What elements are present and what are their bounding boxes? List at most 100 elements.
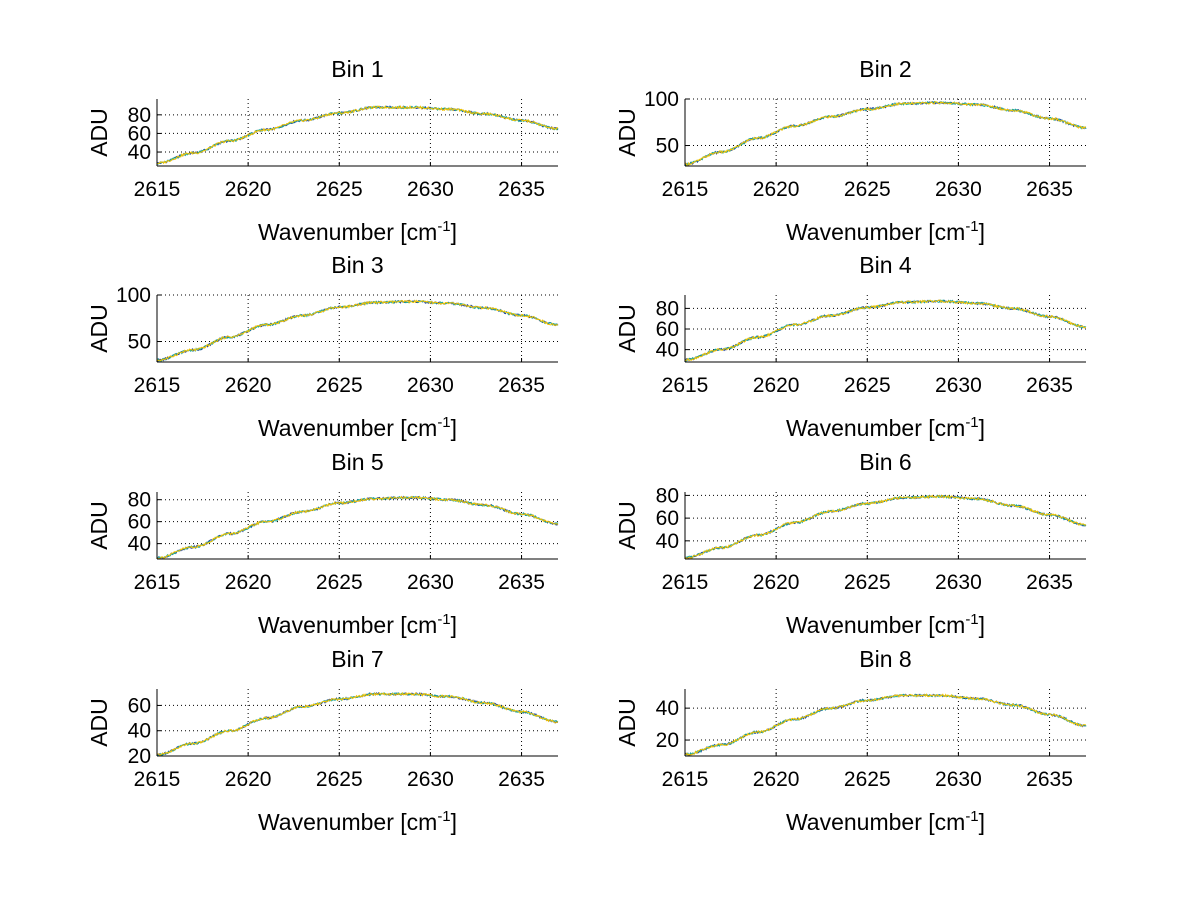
x-tick-label: 2635: [498, 178, 545, 201]
x-tick-label: 2615: [134, 768, 181, 791]
series-line-trace-1: [684, 494, 1086, 559]
x-tick-label: 2635: [1026, 571, 1073, 594]
x-tick-label: 2615: [662, 768, 709, 791]
series-line-trace-3: [156, 691, 559, 757]
y-tick-label: 20: [128, 745, 151, 768]
series-line-trace-2: [684, 494, 1087, 559]
subplot-bin-2: 2615 2620 2625 2630 2635 50 100 Bin 2 Wavenumber…: [614, 56, 1087, 245]
y-tick-label: 60: [656, 507, 679, 530]
series-line-trace-2: [684, 693, 1087, 756]
series-line-trace-3: [684, 494, 1087, 559]
x-tick-label: 2620: [225, 768, 272, 791]
subplot-title: Bin 7: [331, 646, 383, 672]
x-tick-label: 2625: [844, 571, 891, 594]
x-tick-label: 2635: [1026, 768, 1073, 791]
y-axis-label: ADU: [86, 108, 112, 157]
x-tick-label: 2630: [407, 178, 454, 201]
x-tick-label: 2635: [1026, 178, 1073, 201]
series-line-trace-3: [156, 495, 559, 560]
series-line-trace-3: [684, 299, 1087, 362]
x-tick-label: 2630: [407, 768, 454, 791]
y-tick-label: 40: [128, 533, 151, 556]
y-tick-label: 40: [128, 720, 151, 743]
y-tick-label: 60: [128, 122, 151, 145]
y-axis-label: ADU: [614, 501, 640, 550]
y-axis-label: ADU: [614, 304, 640, 353]
y-tick-label: 60: [128, 511, 151, 534]
y-tick-label: 80: [656, 297, 679, 320]
y-axis-label: ADU: [86, 304, 112, 353]
series-line-trace-2: [684, 100, 1087, 166]
x-tick-label: 2625: [316, 374, 363, 397]
x-axis-label: Wavenumber [cm-1]: [786, 808, 985, 835]
series-line-trace-1: [684, 101, 1087, 166]
x-tick-label: 2625: [316, 178, 363, 201]
x-tick-label: 2630: [935, 571, 982, 594]
x-tick-label: 2620: [753, 768, 800, 791]
x-tick-label: 2615: [662, 374, 709, 397]
series-line-trace-2: [156, 299, 559, 362]
y-axis-label: ADU: [86, 501, 112, 550]
series-line-trace-3: [684, 101, 1087, 166]
x-tick-label: 2635: [498, 571, 545, 594]
y-tick-label: 100: [644, 88, 679, 111]
x-tick-label: 2625: [844, 178, 891, 201]
y-tick-label: 40: [656, 530, 679, 553]
y-tick-label: 40: [656, 339, 679, 362]
x-tick-label: 2630: [935, 768, 982, 791]
y-tick-label: 50: [128, 331, 151, 354]
x-axis-label: Wavenumber [cm-1]: [786, 611, 985, 638]
subplot-title: Bin 3: [331, 252, 383, 278]
x-tick-label: 2620: [225, 571, 272, 594]
x-tick-label: 2625: [844, 374, 891, 397]
series-line-trace-2: [684, 299, 1087, 362]
x-axis-label: Wavenumber [cm-1]: [258, 414, 457, 441]
y-axis-label: ADU: [614, 108, 640, 157]
x-tick-label: 2620: [753, 374, 800, 397]
x-axis-label: Wavenumber [cm-1]: [786, 414, 985, 441]
series-line-trace-3: [684, 693, 1086, 757]
y-axis-label: ADU: [614, 698, 640, 747]
y-tick-label: 40: [656, 697, 679, 720]
y-tick-label: 80: [128, 489, 151, 512]
series-line-trace-1: [156, 495, 558, 559]
y-tick-label: 60: [656, 318, 679, 341]
y-tick-label: 80: [128, 104, 151, 127]
x-tick-label: 2620: [753, 178, 800, 201]
x-tick-label: 2625: [316, 571, 363, 594]
series-line-trace-2: [157, 495, 559, 559]
x-axis-label: Wavenumber [cm-1]: [258, 218, 457, 245]
x-tick-label: 2635: [498, 768, 545, 791]
x-tick-label: 2625: [844, 768, 891, 791]
x-tick-label: 2625: [316, 768, 363, 791]
subplot-title: Bin 2: [859, 56, 911, 82]
y-tick-label: 20: [656, 729, 679, 752]
subplot-bin-3: 2615 2620 2625 2630 2635 50 100 Bin 3 Wavenumber…: [86, 252, 559, 441]
subplot-title: Bin 4: [859, 252, 912, 278]
series-line-trace-1: [157, 299, 559, 362]
x-tick-label: 2615: [134, 374, 181, 397]
y-tick-label: 100: [116, 284, 151, 307]
series-line-trace-1: [156, 691, 559, 756]
y-tick-label: 40: [128, 141, 151, 164]
subplot-title: Bin 8: [859, 646, 911, 672]
y-tick-label: 60: [128, 694, 151, 717]
x-tick-label: 2615: [662, 571, 709, 594]
y-tick-label: 80: [656, 484, 679, 507]
series-line-trace-2: [156, 692, 559, 757]
x-tick-label: 2620: [225, 374, 272, 397]
x-tick-label: 2620: [225, 178, 272, 201]
x-tick-label: 2630: [407, 374, 454, 397]
x-tick-label: 2630: [935, 374, 982, 397]
subplot-bin-8: 2615 2620 2625 2630 2635 20 40 Bin 8 Wavenumber …: [614, 646, 1087, 835]
x-axis-label: Wavenumber [cm-1]: [258, 611, 457, 638]
y-tick-label: 50: [656, 135, 679, 158]
x-tick-label: 2630: [407, 571, 454, 594]
series-line-trace-3: [156, 299, 558, 362]
y-axis-label: ADU: [86, 698, 112, 747]
